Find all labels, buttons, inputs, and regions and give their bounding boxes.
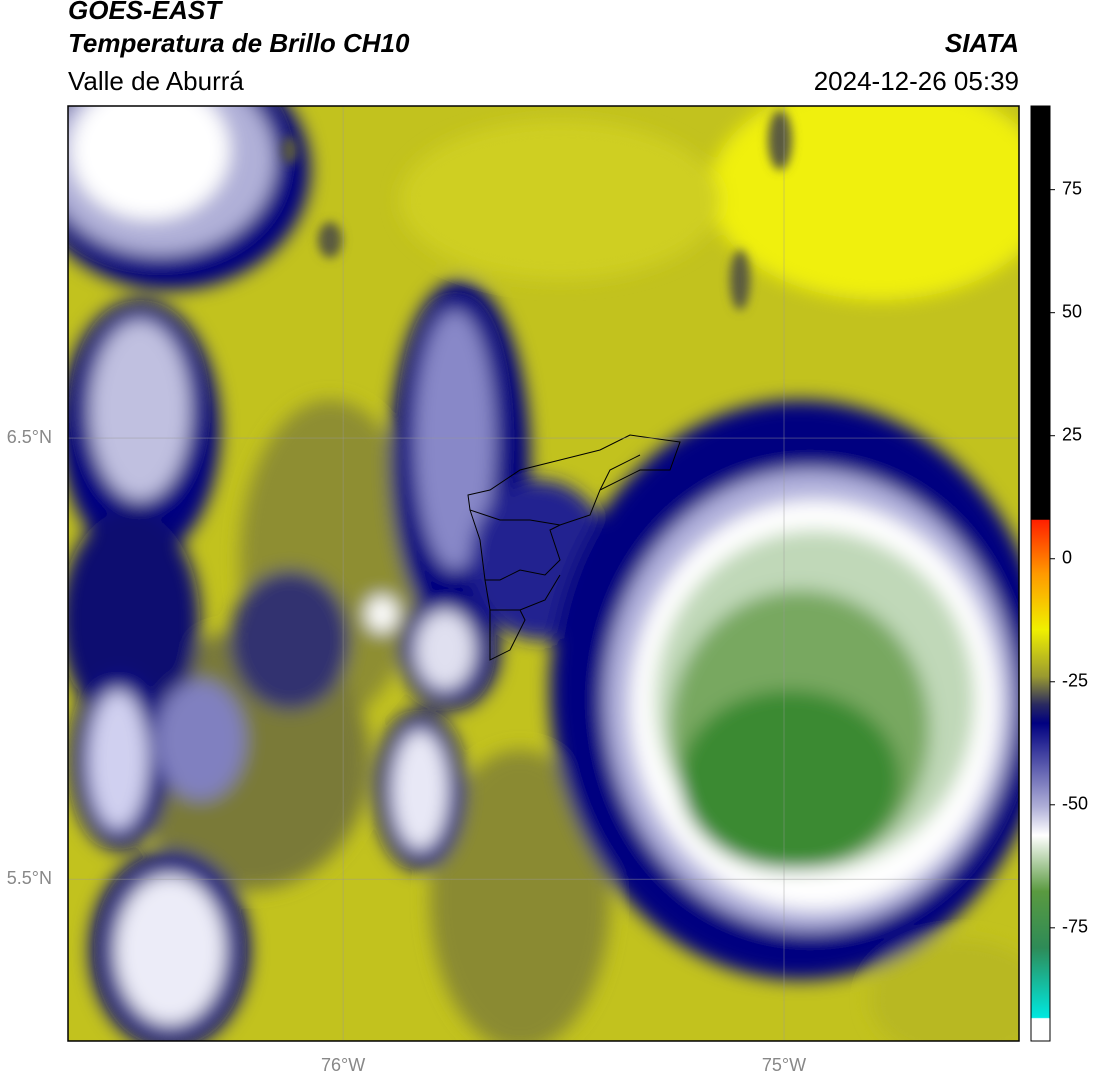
colorbar-tick-label: -50 [1062, 794, 1088, 814]
x-tick-label: 76°W [321, 1055, 365, 1075]
colorbar [1030, 105, 1051, 1042]
colorbar-tick-label: -25 [1062, 671, 1088, 691]
source: SIATA [945, 28, 1019, 58]
colorbar-tick-label: 75 [1062, 178, 1082, 198]
datetime: 2024-12-26 05:39 [814, 66, 1019, 96]
colorbar-tick-label: 0 [1062, 547, 1072, 567]
colorbar-ticks: 75 50 25 0 -25 -50 -75 [1050, 178, 1088, 937]
y-tick-label: 6.5°N [7, 427, 52, 447]
title: GOES-EAST [68, 0, 223, 25]
colorbar-tick-label: 50 [1062, 301, 1082, 321]
y-tick-label: 5.5°N [7, 868, 52, 888]
region: Valle de Aburrá [68, 66, 244, 96]
graticule [68, 106, 1019, 1041]
map-frame [67, 105, 1020, 1042]
colorbar-tick-label: -75 [1062, 917, 1088, 937]
subtitle: Temperatura de Brillo CH10 [68, 28, 410, 58]
colorbar-tick-label: 25 [1062, 424, 1082, 444]
municipal-boundaries [467, 434, 681, 661]
satellite-image [68, 106, 1019, 1041]
x-tick-label: 75°W [762, 1055, 806, 1075]
